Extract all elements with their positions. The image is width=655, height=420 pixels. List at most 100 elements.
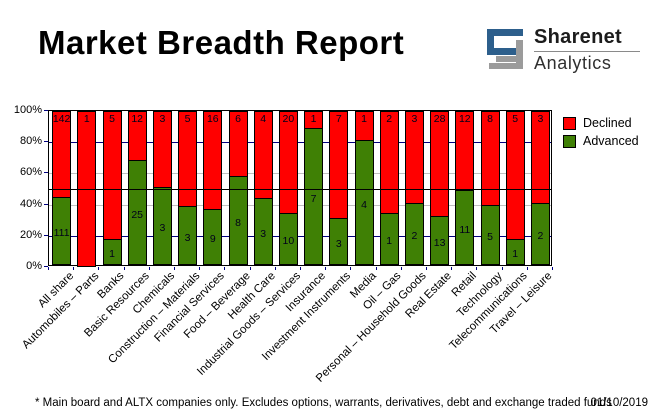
bar-segment-declined [404,111,424,205]
x-axis-tick [199,267,200,270]
x-axis-tick [300,267,301,270]
bar-segment-advanced [127,160,147,265]
bar-segment-advanced [178,206,198,265]
legend-label-advanced: Advanced [583,134,639,148]
y-axis-label: 20% [19,228,42,241]
declined-count-label: 1 [310,113,317,125]
stacked-bar-retail: 12 11 [455,111,475,265]
advanced-count-label: 1 [109,248,115,260]
declined-count-label: 6 [235,113,241,125]
bar-segment-advanced [505,239,525,265]
advanced-count-label: 111 [53,227,70,239]
x-axis-tick [224,267,225,270]
x-axis-tick [48,267,49,270]
advanced-count-label: 8 [235,216,241,229]
x-axis-tick [476,267,477,270]
y-axis-label: 100% [13,104,42,116]
advanced-count-label: 5 [487,231,493,243]
y-axis-label: 60% [19,166,42,179]
bar-segment-advanced [152,187,172,265]
x-axis-tick [502,267,503,270]
declined-count-label: 5 [184,113,191,125]
y-axis-tick [44,172,48,173]
logo-divider [534,51,640,52]
declined-count-label: 20 [282,113,295,125]
bar-segment-declined [178,111,198,208]
bar-segment-declined [203,111,223,211]
declined-count-label: 12 [458,113,471,125]
bar-segment-advanced [304,128,324,265]
page-title: Market Breadth Report [38,24,405,61]
declined-count-label: 142 [52,113,71,125]
gridline-40-percent [49,205,551,206]
plot-area: 142 111 1 5 1 12 25 3 3 5 3 16 9 6 8 4 3 20 10 1 7 7 3 1 4 2 1 3 2 28… [48,110,552,267]
bar-segment-declined [379,111,399,215]
declined-count-label: 4 [260,113,267,125]
bar-segment-declined [505,111,525,241]
bar-segment-declined [480,111,500,207]
advanced-count-label: 25 [131,208,144,221]
footnote: * Main board and ALTX companies only. Ex… [35,397,612,409]
declined-count-label: 28 [433,113,446,125]
stacked-bar-automobiles-parts: 1 [77,111,97,267]
bar-segment-advanced [430,216,450,265]
bar-segment-advanced [379,213,399,265]
y-axis-tick [44,235,48,236]
logo-line1: Sharenet [534,26,622,48]
x-axis-tick [275,267,276,270]
bar-segment-advanced [455,190,475,265]
sharenet-logo-icon [487,29,523,69]
bar-segment-declined [430,111,450,218]
bar-segment-declined [102,111,122,241]
advanced-count-label: 4 [361,198,367,211]
x-axis-tick [401,267,402,270]
bar-segment-advanced [354,140,374,265]
x-axis-tick [426,267,427,270]
declined-count-label: 7 [335,113,342,125]
declined-count-label: 3 [411,113,418,125]
x-axis-tick [552,267,553,270]
sharenet-analytics-logo: Sharenet Analytics [484,26,650,73]
x-axis-tick [527,267,528,270]
advanced-count-label: 13 [433,236,446,249]
x-axis-tick [73,267,74,270]
declined-count-label: 2 [386,113,393,125]
declined-count-label: 1 [83,113,90,125]
declined-count-label: 5 [109,113,115,125]
declined-count-label: 3 [537,113,544,125]
bar-segment-advanced [480,205,500,265]
advanced-count-label: 11 [459,223,471,236]
advanced-count-label: 3 [335,237,342,250]
x-axis-tick [124,267,125,270]
stacked-bar-real-estate: 28 13 [430,111,450,265]
bar-segment-advanced [228,176,248,265]
advanced-count-label: 3 [159,222,166,234]
x-axis-tick [325,267,326,270]
legend-item-declined: Declined [563,114,639,132]
stacked-bar-all-share: 142 111 [52,111,72,265]
bar-segment-advanced [203,209,223,265]
advanced-count-label: 9 [209,233,216,245]
advanced-count-label: 10 [282,235,295,247]
bar-segment-advanced [530,203,550,265]
declined-swatch-icon [563,116,576,130]
advanced-count-label: 1 [512,248,519,260]
y-axis-tick [44,266,48,267]
declined-count-label: 5 [512,113,519,125]
gridline-80-percent [49,142,551,143]
declined-count-label: 12 [131,113,144,125]
advanced-count-label: 3 [260,227,267,240]
advanced-count-label: 2 [411,230,418,242]
bar-segment-declined [329,111,349,220]
bar-segment-declined [278,111,298,215]
